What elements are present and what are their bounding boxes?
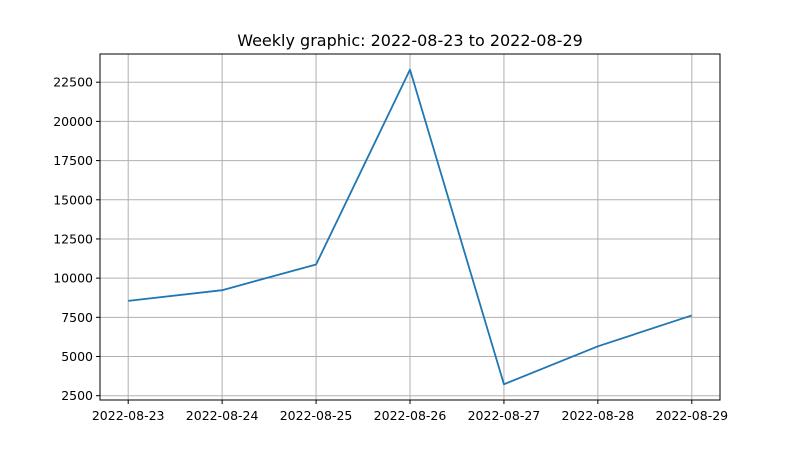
series-layer — [128, 68, 693, 386]
y-tick-label: 17500 — [53, 153, 93, 168]
y-tick-label: 2500 — [61, 388, 93, 403]
series-line — [128, 68, 693, 386]
x-tick-label: 2022-08-26 — [374, 408, 447, 423]
y-tick-label: 7500 — [61, 310, 93, 325]
y-tick-label: 15000 — [53, 192, 93, 207]
y-tick-label: 20000 — [53, 114, 93, 129]
y-tick-label: 5000 — [61, 349, 93, 364]
grid-layer — [100, 54, 720, 400]
x-tick-label: 2022-08-29 — [655, 408, 728, 423]
axes-frame — [99, 53, 721, 401]
y-tick-label: 10000 — [53, 271, 93, 286]
x-tick-label: 2022-08-23 — [92, 408, 165, 423]
x-tick-label: 2022-08-24 — [186, 408, 259, 423]
chart-title: Weekly graphic: 2022-08-23 to 2022-08-29 — [237, 31, 583, 50]
y-tick-label: 12500 — [53, 231, 93, 246]
x-tick-label: 2022-08-27 — [468, 408, 541, 423]
y-tick-label: 22500 — [53, 75, 93, 90]
tick-layer: 2022-08-23 2022-08-24 2022-08-25 2022-08-26… — [53, 75, 728, 423]
x-tick-label: 2022-08-28 — [562, 408, 635, 423]
x-tick-label: 2022-08-25 — [280, 408, 353, 423]
